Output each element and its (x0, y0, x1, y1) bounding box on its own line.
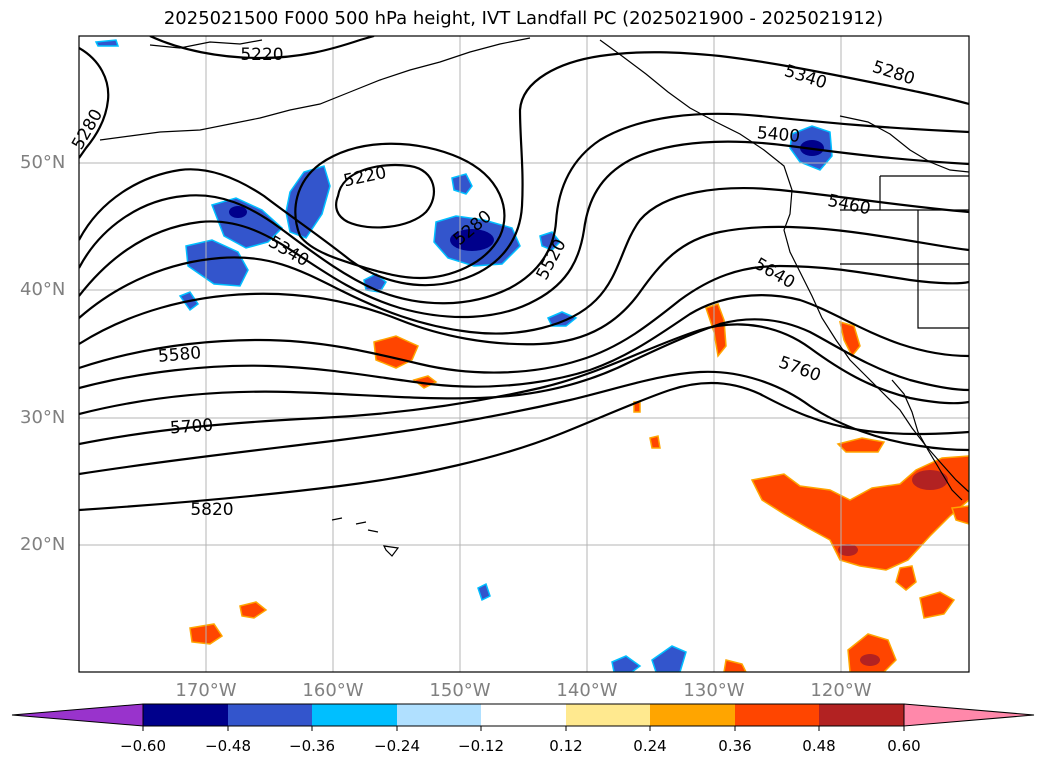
lat-label: 50°N (20, 152, 66, 173)
colorbar-segment (735, 704, 819, 726)
colorbar-frame (142, 703, 905, 727)
contour-label: 5220 (240, 45, 283, 65)
lon-label: 150°W (429, 680, 491, 701)
colorbar-segment (143, 704, 228, 726)
colorbar-extend-low (11, 703, 144, 727)
lat-label: 30°N (20, 407, 66, 428)
contour-label: 5400 (756, 123, 801, 147)
lon-label: 160°W (302, 680, 364, 701)
colorbar-tick-label: 0.24 (633, 737, 667, 755)
colorbar-segment (228, 704, 312, 726)
lon-label: 140°W (556, 680, 618, 701)
contour-label: 5340 (782, 61, 829, 93)
contour-label: 5700 (169, 416, 214, 439)
lon-label: 170°W (175, 680, 237, 701)
ivt-positive-regions (189, 303, 969, 672)
map-title: 2025021500 F000 500 hPa height, IVT Land… (163, 8, 884, 29)
contour-label: 5460 (826, 191, 872, 220)
colorbar-tick-label: −0.24 (374, 737, 420, 755)
lat-label: 40°N (20, 279, 66, 300)
contour-label: 5280 (68, 106, 107, 153)
colorbar-extend-high (903, 703, 1035, 727)
contour-label: 5760 (776, 353, 823, 387)
ivt-negative-regions (94, 39, 833, 672)
colorbar-tick-label: −0.60 (120, 737, 166, 755)
colorbar-segment (397, 704, 481, 726)
colorbar (11, 703, 1035, 731)
contour-label: 5640 (751, 254, 798, 293)
colorbar-tick-label: −0.12 (458, 737, 504, 755)
colorbar-segment (312, 704, 397, 726)
map-frame (78, 35, 970, 673)
colorbar-tick-label: 0.60 (887, 737, 921, 755)
contour-label: 5580 (157, 343, 202, 367)
contour-label: 5820 (190, 500, 233, 520)
height-contours (79, 36, 969, 512)
colorbar-tick-label: 0.12 (549, 737, 583, 755)
contour-label: 5280 (870, 57, 917, 89)
colorbar-tick-label: 0.36 (718, 737, 752, 755)
lon-label: 120°W (810, 680, 872, 701)
coastlines (99, 37, 969, 557)
contour-label-group: 5220 5220 5280 5280 5280 5340 5340 5400 … (68, 45, 917, 520)
contour-label: 5220 (342, 163, 388, 192)
colorbar-tick-label: 0.48 (802, 737, 836, 755)
colorbar-segment (566, 704, 650, 726)
map-gridlines (79, 36, 969, 672)
lon-label: 130°W (683, 680, 745, 701)
colorbar-tick-label: −0.48 (205, 737, 251, 755)
colorbar-segment (650, 704, 735, 726)
colorbar-segment (819, 704, 904, 726)
lat-label: 20°N (20, 534, 66, 555)
colorbar-segment (481, 704, 566, 726)
colorbar-tick-label: −0.36 (289, 737, 335, 755)
